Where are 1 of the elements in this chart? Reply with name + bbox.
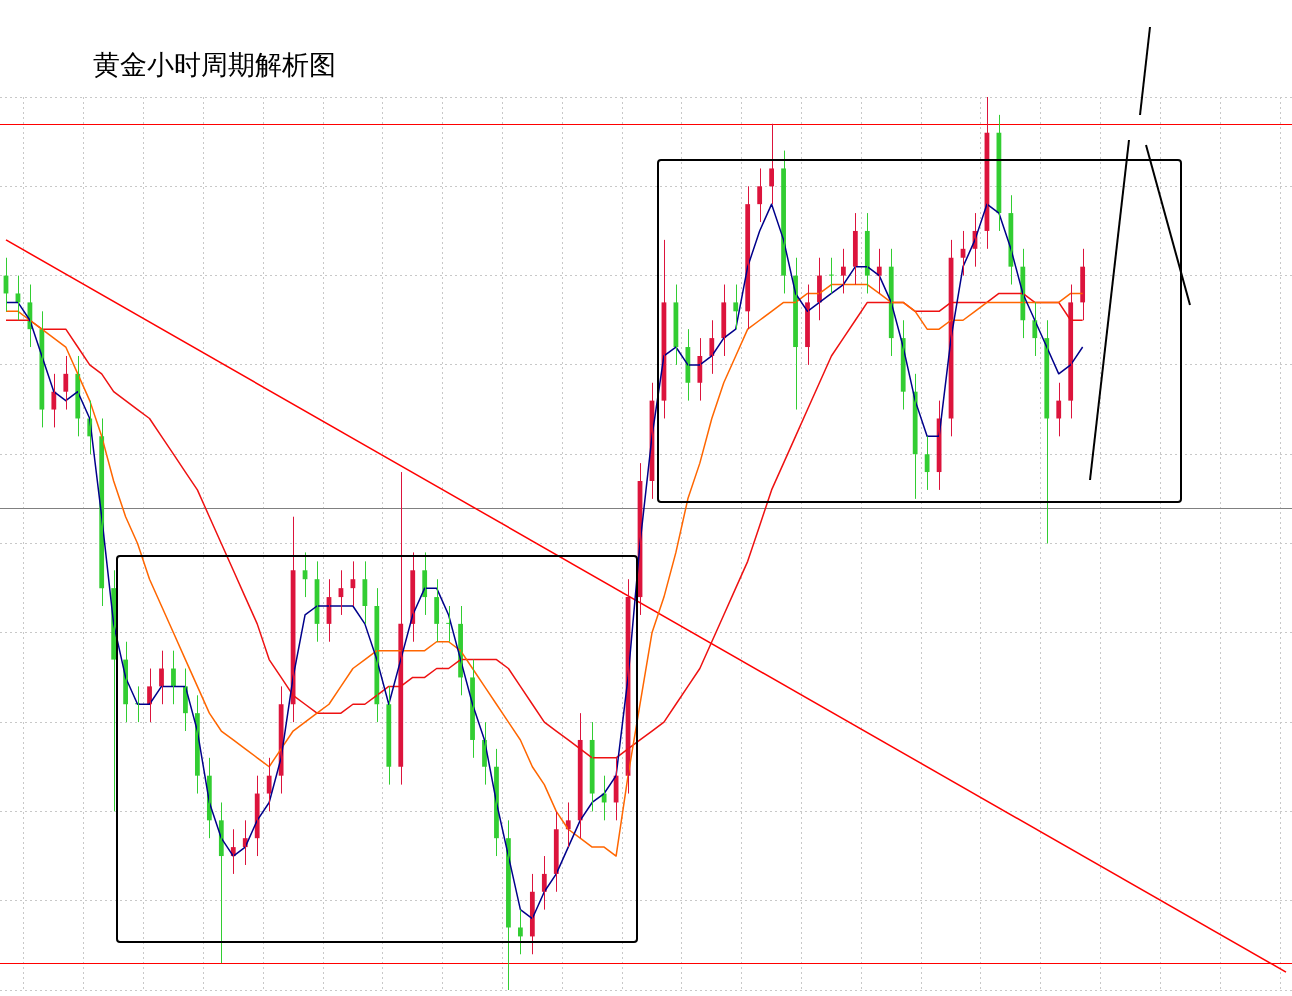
chart-title: 黄金小时周期解析图 xyxy=(93,48,336,82)
